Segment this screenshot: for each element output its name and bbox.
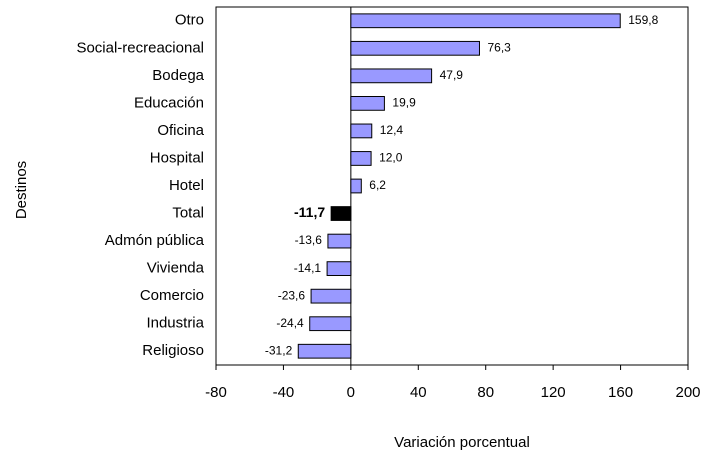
bar [310,288,352,304]
y-tick-label: Educación [134,94,204,111]
data-label: 19,9 [392,96,416,110]
plot-frame [215,6,689,366]
bar [350,40,480,56]
y-tick-label: Industria [146,315,204,332]
y-tick-label: Admón pública [105,232,205,249]
x-tick-label: 120 [541,384,566,401]
y-tick-label: Oficina [157,122,204,139]
x-tick-label: 80 [477,384,494,401]
y-tick-label: Comercio [140,287,204,304]
data-label: -24,4 [276,316,304,330]
data-label: 159,8 [628,13,658,27]
data-label: 12,0 [379,151,403,165]
data-label: 47,9 [440,68,464,82]
data-label: 6,2 [369,178,386,192]
x-tick-label: 40 [410,384,427,401]
bar [350,68,433,84]
y-tick-label: Total [172,205,204,222]
bar [330,206,352,221]
data-label: -31,2 [265,343,293,357]
y-tick-label: Social-recreacional [76,39,204,56]
y-axis-label: Destinos [13,161,30,219]
bar [327,233,352,249]
data-label: -13,6 [295,233,323,247]
x-tick-label: 0 [347,384,355,401]
y-tick-label: Hotel [169,177,204,194]
bar [350,151,372,166]
data-label: -14,1 [294,261,322,275]
bar [350,123,373,139]
x-tick-label: -80 [205,384,227,401]
y-tick-label: Vivienda [147,260,205,277]
bar [309,316,352,332]
data-label: 12,4 [380,123,404,137]
data-label: -11,7 [294,204,325,220]
y-tick-label: Otro [175,12,204,29]
bar [350,178,362,194]
y-tick-label: Religioso [142,342,204,359]
bar [326,261,352,277]
data-label: 76,3 [487,40,511,54]
x-tick-label: 160 [608,384,633,401]
x-tick-label: -40 [273,384,295,401]
y-tick-label: Bodega [152,67,204,84]
data-label: -23,6 [278,288,306,302]
bar [350,96,385,111]
y-tick-label: Hospital [150,149,204,166]
bar [350,13,621,29]
x-axis-label: Variación porcentual [394,434,530,451]
x-tick-label: 200 [675,384,700,401]
bar [297,343,352,359]
